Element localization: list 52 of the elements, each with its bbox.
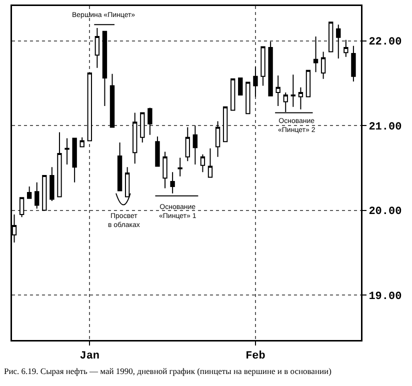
candlestick: [283, 92, 288, 112]
candlestick: [72, 138, 77, 183]
candlestick: [155, 136, 160, 167]
candlestick: [50, 166, 54, 202]
candlestick: [298, 86, 304, 110]
candlestick: [178, 157, 182, 177]
candlestick: [336, 24, 341, 60]
candlestick: [290, 74, 296, 108]
candlestick: [42, 175, 47, 211]
y-tick-label: 19.00: [368, 290, 402, 303]
candlestick: [268, 41, 273, 96]
x-tick-label: Jan: [80, 350, 100, 363]
y-tick-label: 20.00: [368, 206, 402, 218]
candlestick: [344, 39, 348, 58]
x-tick-label: Feb: [246, 350, 266, 363]
candlestick: [34, 182, 40, 210]
candlestick: [87, 72, 92, 142]
candlestick: [140, 112, 145, 143]
candlestick: [170, 172, 175, 194]
candlestick: [238, 78, 243, 96]
y-tick-label: 22.00: [368, 36, 402, 49]
candlestick: [124, 166, 130, 198]
candlestick: [320, 51, 326, 80]
y-tick-label: 21.00: [368, 121, 402, 134]
candlestick: [200, 154, 206, 173]
candlestick: [208, 148, 213, 178]
candlestick: [192, 125, 198, 166]
candlestick: [94, 28, 100, 68]
candlestick: [215, 120, 220, 158]
text: Рис. 6.19. Сырая нефть — май 1990, дневной график (пинцеты на вершине и в основании): [4, 366, 332, 376]
candlestick: [253, 66, 258, 98]
candlestick: [162, 151, 168, 189]
candlestick: [64, 138, 70, 166]
candlestick: [57, 132, 62, 198]
candlestick: [148, 107, 152, 136]
candlestick: [260, 46, 266, 86]
candlestick: [117, 142, 122, 192]
candlestick: [313, 36, 318, 73]
candlestick: [185, 126, 190, 162]
candlestick: [132, 112, 138, 164]
candlestick: [351, 45, 356, 82]
candlestick: [80, 136, 84, 148]
candlestick: [102, 30, 108, 107]
candlestick: [306, 70, 311, 98]
candlestick: [26, 186, 32, 199]
candlestick: [328, 22, 334, 52]
candlestick: [222, 106, 228, 142]
candlestick: [110, 73, 115, 128]
candlestick: [276, 75, 280, 107]
candlestick: [230, 78, 236, 111]
candlestick: [19, 197, 24, 218]
candlestick: [246, 82, 250, 114]
